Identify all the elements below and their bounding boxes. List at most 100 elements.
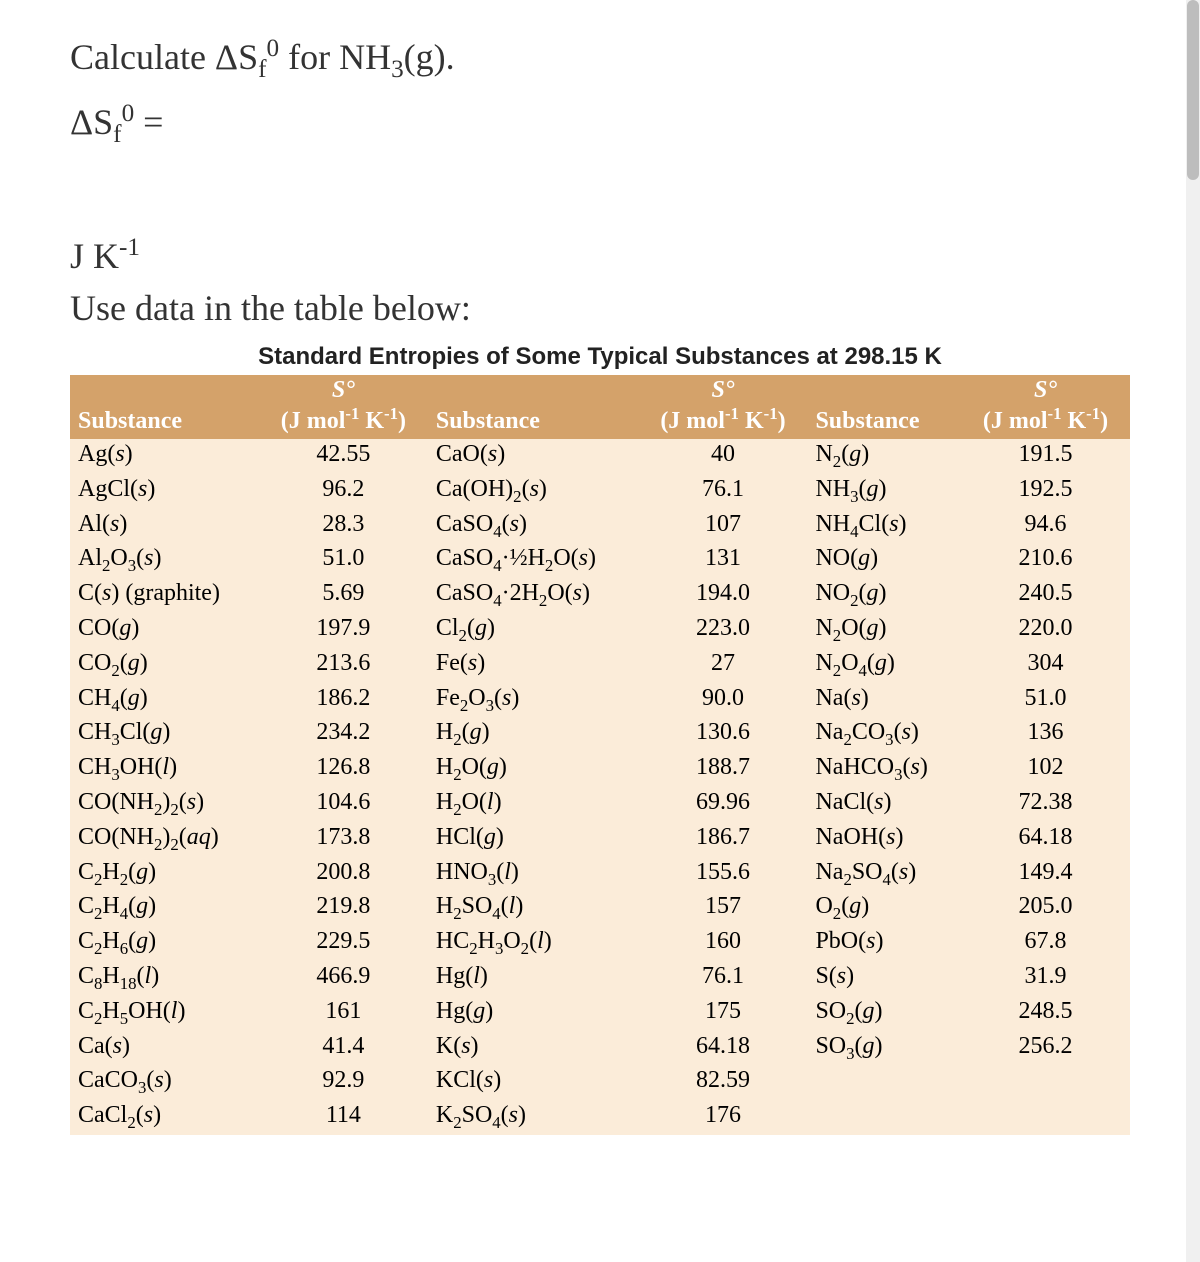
substance-cell: Na(s) (807, 683, 961, 718)
substance-cell: CaSO4·½H2O(s) (428, 543, 639, 578)
substance-cell: Ca(OH)2(s) (428, 474, 639, 509)
substance-cell: C2H6(g) (70, 926, 259, 961)
table-row: C(s) (graphite)5.69CaSO4·2H2O(s)194.0NO2… (70, 578, 1130, 613)
value-cell: 466.9 (259, 961, 428, 996)
value-cell: 31.9 (961, 961, 1130, 996)
substance-cell: Ag(s) (70, 439, 259, 474)
value-cell: 67.8 (961, 926, 1130, 961)
value-cell: 42.55 (259, 439, 428, 474)
value-cell: 210.6 (961, 543, 1130, 578)
value-cell: 175 (638, 996, 807, 1031)
value-cell: 194.0 (638, 578, 807, 613)
page-content: Calculate ΔSf0 for NH3(g). ΔSf0 = J K-1 … (0, 0, 1200, 1175)
col-s-3: S°(J mol-1 K-1) (961, 375, 1130, 439)
question-line-1: Calculate ΔSf0 for NH3(g). (70, 30, 1130, 89)
substance-cell: KCl(s) (428, 1065, 639, 1100)
value-cell: 191.5 (961, 439, 1130, 474)
scrollbar-thumb[interactable] (1187, 0, 1199, 180)
substance-cell: SO2(g) (807, 996, 961, 1031)
value-cell: 234.2 (259, 717, 428, 752)
col-substance-2: Substance (428, 375, 639, 439)
table-row: AgCl(s)96.2Ca(OH)2(s)76.1NH3(g)192.5 (70, 474, 1130, 509)
value-cell: 192.5 (961, 474, 1130, 509)
substance-cell: Hg(g) (428, 996, 639, 1031)
substance-cell: CaO(s) (428, 439, 639, 474)
value-cell: 176 (638, 1100, 807, 1135)
substance-cell: K2SO4(s) (428, 1100, 639, 1135)
value-cell: 248.5 (961, 996, 1130, 1031)
substance-cell: N2O(g) (807, 613, 961, 648)
value-cell (961, 1065, 1130, 1100)
value-cell: 51.0 (259, 543, 428, 578)
substance-cell: Fe(s) (428, 648, 639, 683)
substance-cell: NaHCO3(s) (807, 752, 961, 787)
value-cell: 90.0 (638, 683, 807, 718)
table-row: Al2O3(s)51.0CaSO4·½H2O(s)131NO(g)210.6 (70, 543, 1130, 578)
question-line-2: ΔSf0 = (70, 95, 1130, 154)
value-cell: 40 (638, 439, 807, 474)
substance-cell (807, 1100, 961, 1135)
entropy-table: Substance S°(J mol-1 K-1) Substance S°(J… (70, 375, 1130, 1135)
value-cell: 107 (638, 509, 807, 544)
value-cell: 197.9 (259, 613, 428, 648)
value-cell: 155.6 (638, 857, 807, 892)
table-body: Ag(s)42.55CaO(s)40N2(g)191.5AgCl(s)96.2C… (70, 439, 1130, 1135)
scrollbar-track[interactable] (1186, 0, 1200, 1262)
col-s-2: S°(J mol-1 K-1) (638, 375, 807, 439)
table-row: C2H2(g)200.8HNO3(l)155.6Na2SO4(s)149.4 (70, 857, 1130, 892)
value-cell: 229.5 (259, 926, 428, 961)
substance-cell: HNO3(l) (428, 857, 639, 892)
substance-cell: CH4(g) (70, 683, 259, 718)
col-substance-1: Substance (70, 375, 259, 439)
substance-cell: NO2(g) (807, 578, 961, 613)
substance-cell: H2O(l) (428, 787, 639, 822)
table-row: Al(s)28.3CaSO4(s)107NH4Cl(s)94.6 (70, 509, 1130, 544)
value-cell (961, 1100, 1130, 1135)
value-cell: 186.7 (638, 822, 807, 857)
value-cell: 64.18 (638, 1031, 807, 1066)
value-cell: 41.4 (259, 1031, 428, 1066)
table-title: Standard Entropies of Some Typical Subst… (70, 343, 1130, 371)
substance-cell: CH3Cl(g) (70, 717, 259, 752)
substance-cell: SO3(g) (807, 1031, 961, 1066)
substance-cell: C(s) (graphite) (70, 578, 259, 613)
substance-cell (807, 1065, 961, 1100)
substance-cell: NaOH(s) (807, 822, 961, 857)
table-row: CO(g)197.9Cl2(g)223.0N2O(g)220.0 (70, 613, 1130, 648)
value-cell: 220.0 (961, 613, 1130, 648)
substance-cell: Al2O3(s) (70, 543, 259, 578)
substance-cell: CaSO4·2H2O(s) (428, 578, 639, 613)
value-cell: 92.9 (259, 1065, 428, 1100)
value-cell: 76.1 (638, 474, 807, 509)
table-row: CO(NH2)2(s)104.6H2O(l)69.96NaCl(s)72.38 (70, 787, 1130, 822)
substance-cell: H2O(g) (428, 752, 639, 787)
col-s-1: S°(J mol-1 K-1) (259, 375, 428, 439)
value-cell: 130.6 (638, 717, 807, 752)
value-cell: 126.8 (259, 752, 428, 787)
substance-cell: NH3(g) (807, 474, 961, 509)
value-cell: 94.6 (961, 509, 1130, 544)
value-cell: 213.6 (259, 648, 428, 683)
value-cell: 240.5 (961, 578, 1130, 613)
substance-cell: NH4Cl(s) (807, 509, 961, 544)
value-cell: 200.8 (259, 857, 428, 892)
value-cell: 157 (638, 891, 807, 926)
substance-cell: CO(NH2)2(aq) (70, 822, 259, 857)
value-cell: 69.96 (638, 787, 807, 822)
substance-cell: HC2H3O2(l) (428, 926, 639, 961)
value-cell: 28.3 (259, 509, 428, 544)
substance-cell: Ca(s) (70, 1031, 259, 1066)
substance-cell: C2H5OH(l) (70, 996, 259, 1031)
value-cell: 64.18 (961, 822, 1130, 857)
question-block: Calculate ΔSf0 for NH3(g). ΔSf0 = (70, 30, 1130, 154)
value-cell: 205.0 (961, 891, 1130, 926)
substance-cell: Hg(l) (428, 961, 639, 996)
table-row: CO2(g)213.6Fe(s)27N2O4(g)304 (70, 648, 1130, 683)
value-cell: 186.2 (259, 683, 428, 718)
units-label: J K-1 (70, 234, 1130, 277)
table-row: CH3Cl(g)234.2H2(g)130.6Na2CO3(s)136 (70, 717, 1130, 752)
table-header-row: Substance S°(J mol-1 K-1) Substance S°(J… (70, 375, 1130, 439)
substance-cell: C2H4(g) (70, 891, 259, 926)
substance-cell: AgCl(s) (70, 474, 259, 509)
substance-cell: C2H2(g) (70, 857, 259, 892)
